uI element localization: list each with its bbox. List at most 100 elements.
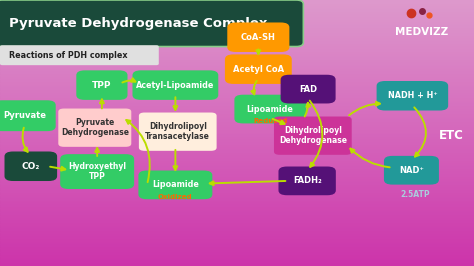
Text: MEDVIZZ: MEDVIZZ <box>395 27 448 37</box>
Text: CO₂: CO₂ <box>22 162 40 171</box>
Bar <box>0 94 474 96</box>
Bar <box>0 148 474 149</box>
Bar <box>0 108 474 109</box>
Bar <box>0 172 474 173</box>
Bar <box>0 37 474 39</box>
Bar <box>0 109 474 110</box>
Text: CoA-SH: CoA-SH <box>241 33 276 42</box>
Bar <box>0 31 474 32</box>
Bar <box>0 33 474 35</box>
Bar <box>0 213 474 214</box>
Bar <box>0 158 474 160</box>
Bar <box>0 4 474 5</box>
Bar <box>0 16 474 17</box>
Bar <box>0 141 474 142</box>
Bar <box>0 225 474 226</box>
Text: Acetyl-Lipoamide: Acetyl-Lipoamide <box>136 81 215 90</box>
Bar <box>0 114 474 116</box>
Bar <box>0 45 474 47</box>
Bar <box>0 178 474 180</box>
FancyBboxPatch shape <box>228 23 289 52</box>
Bar <box>0 44 474 45</box>
Bar <box>0 177 474 178</box>
Bar <box>0 230 474 231</box>
Bar <box>0 13 474 15</box>
Bar <box>0 209 474 210</box>
Bar <box>0 214 474 215</box>
Bar <box>0 128 474 129</box>
Bar <box>0 145 474 146</box>
Bar <box>0 226 474 227</box>
Text: Lipoamide: Lipoamide <box>247 105 293 114</box>
Bar <box>0 60 474 61</box>
Bar <box>0 193 474 194</box>
Bar <box>0 154 474 156</box>
Bar <box>0 68 474 69</box>
Bar <box>0 120 474 121</box>
Bar <box>0 137 474 138</box>
Bar <box>0 185 474 186</box>
Bar <box>0 239 474 241</box>
Bar <box>0 125 474 126</box>
Text: Pyruvate Dehydrogenase Complex: Pyruvate Dehydrogenase Complex <box>9 17 267 30</box>
Bar <box>0 102 474 104</box>
Bar <box>0 142 474 144</box>
Bar <box>0 262 474 263</box>
Bar <box>0 12 474 13</box>
Bar <box>0 61 474 63</box>
Bar <box>0 246 474 247</box>
Text: Reduced: Reduced <box>253 118 287 124</box>
FancyBboxPatch shape <box>225 55 292 84</box>
FancyBboxPatch shape <box>132 70 218 100</box>
Bar <box>0 100 474 101</box>
FancyBboxPatch shape <box>76 70 128 100</box>
Bar <box>0 168 474 169</box>
FancyBboxPatch shape <box>274 117 352 155</box>
Bar <box>0 39 474 40</box>
Bar <box>0 181 474 182</box>
Text: Pyruvate: Pyruvate <box>3 111 46 120</box>
Bar <box>0 170 474 172</box>
Bar <box>0 118 474 120</box>
Bar <box>0 132 474 133</box>
FancyBboxPatch shape <box>58 109 131 147</box>
Bar <box>0 19 474 20</box>
Bar <box>0 263 474 265</box>
Bar <box>0 253 474 254</box>
Bar <box>0 29 474 31</box>
Bar <box>0 180 474 181</box>
Bar <box>0 186 474 188</box>
Bar <box>0 198 474 200</box>
Bar <box>0 221 474 222</box>
Bar <box>0 76 474 77</box>
Bar <box>0 140 474 141</box>
FancyBboxPatch shape <box>384 156 439 185</box>
Bar <box>0 93 474 94</box>
Text: Acetyl CoA: Acetyl CoA <box>233 65 284 74</box>
Text: Pyruvate
Dehydrogenase: Pyruvate Dehydrogenase <box>61 118 129 137</box>
Bar <box>0 36 474 37</box>
Bar <box>0 249 474 250</box>
Bar <box>0 130 474 132</box>
Bar <box>0 15 474 16</box>
Bar <box>0 66 474 68</box>
FancyBboxPatch shape <box>376 81 448 111</box>
Bar <box>0 77 474 78</box>
Bar <box>0 7 474 8</box>
Bar <box>0 81 474 82</box>
Bar <box>0 261 474 262</box>
Bar <box>0 8 474 9</box>
Bar <box>0 197 474 198</box>
Bar <box>0 166 474 168</box>
Bar <box>0 229 474 230</box>
Bar <box>0 242 474 243</box>
Text: NADH + H⁺: NADH + H⁺ <box>388 91 437 100</box>
Text: 2.5ATP: 2.5ATP <box>400 190 429 199</box>
Bar <box>0 24 474 25</box>
Bar <box>0 27 474 28</box>
Bar <box>0 55 474 56</box>
Bar <box>0 211 474 213</box>
Bar <box>0 96 474 97</box>
Bar <box>0 223 474 225</box>
Bar <box>0 165 474 166</box>
